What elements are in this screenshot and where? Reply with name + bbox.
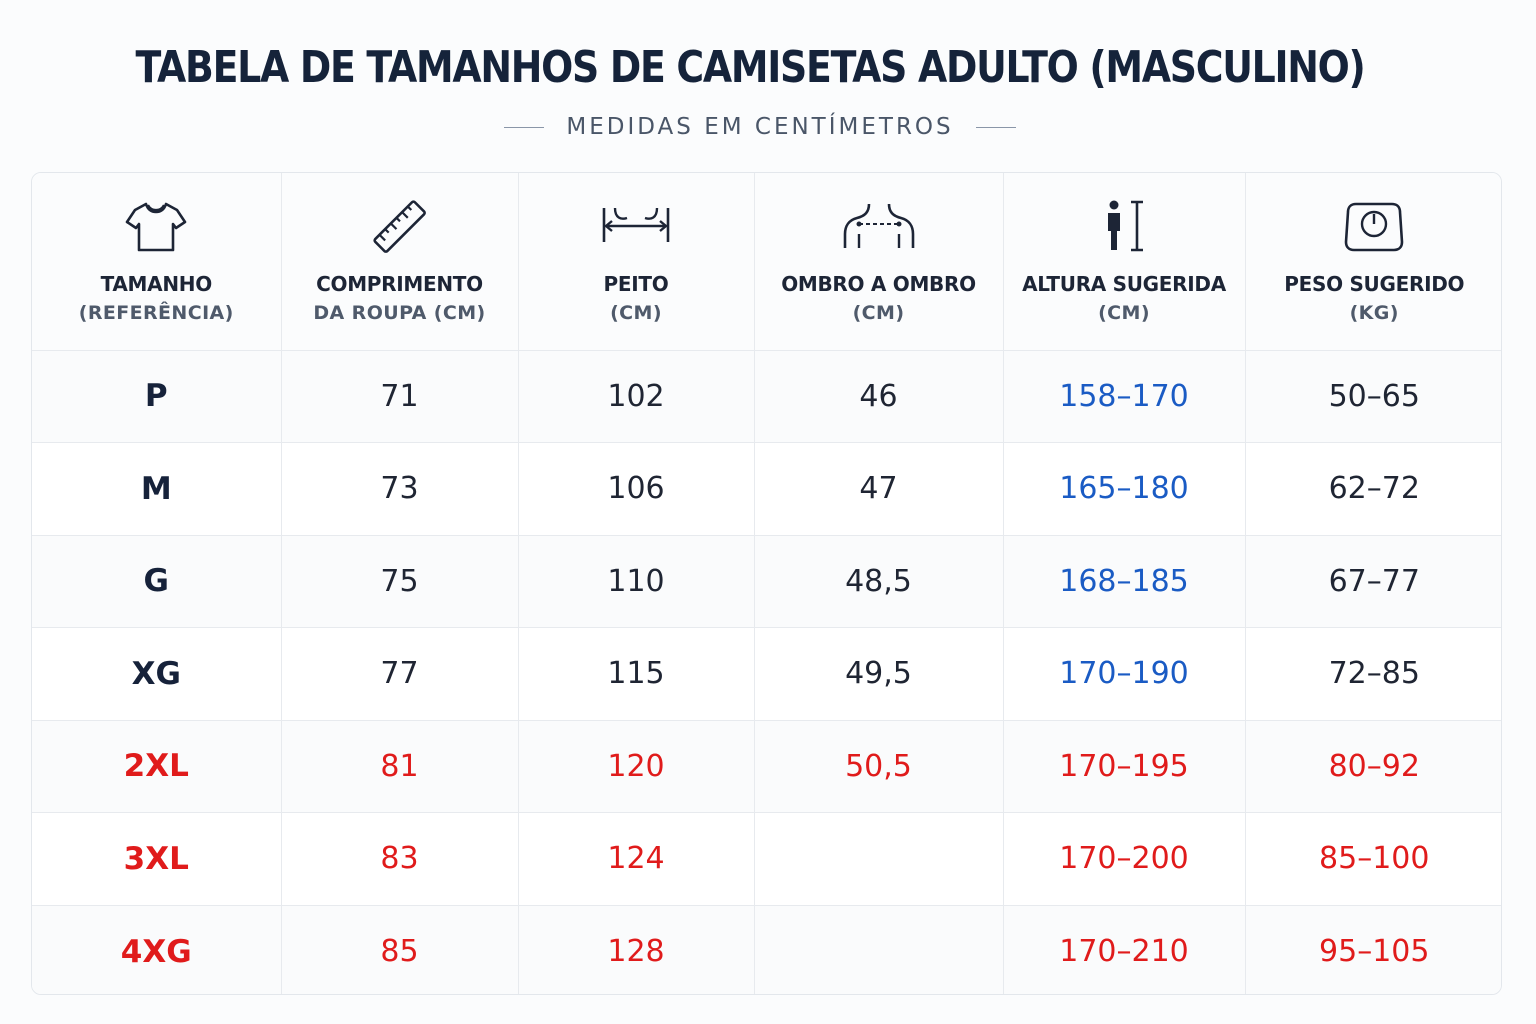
shoulder-cell: 49,5 bbox=[754, 627, 1004, 721]
size-cell: P bbox=[32, 350, 282, 443]
size-cell: XG bbox=[32, 627, 282, 721]
size-cell: 4XG bbox=[32, 905, 282, 994]
size-cell: 3XL bbox=[32, 812, 282, 906]
table-row: G 75 110 48,5 168–185 67–77 bbox=[32, 535, 1501, 628]
chest-cell: 124 bbox=[518, 812, 755, 906]
length-cell: 81 bbox=[281, 720, 519, 813]
chest-cell: 106 bbox=[518, 442, 755, 536]
column-header-label: PESO SUGERIDO bbox=[1284, 272, 1465, 297]
size-table: TAMANHO (REFERÊNCIA) bbox=[32, 173, 1501, 994]
length-cell: 77 bbox=[281, 627, 519, 721]
chest-width-icon bbox=[602, 208, 670, 243]
shoulders-icon bbox=[843, 204, 914, 249]
column-header-unit: (REFERÊNCIA) bbox=[78, 302, 234, 325]
size-cell: 2XL bbox=[32, 720, 282, 813]
shoulder-cell: 47 bbox=[754, 442, 1004, 536]
size-table-card: TAMANHO (REFERÊNCIA) bbox=[31, 172, 1502, 995]
scale-icon bbox=[1344, 202, 1404, 252]
size-cell: M bbox=[32, 442, 282, 536]
shoulder-cell: 46 bbox=[754, 350, 1004, 443]
weight-cell: 95–105 bbox=[1245, 905, 1501, 994]
column-header-shoulder: OMBRO A OMBRO (CM) bbox=[754, 173, 1004, 351]
table-row: 3XL 83 124 170–200 85–100 bbox=[32, 812, 1501, 906]
chest-cell: 120 bbox=[518, 720, 755, 813]
page-subtitle: MEDIDAS EM CENTÍMETROS bbox=[566, 114, 954, 140]
chest-cell: 102 bbox=[518, 350, 755, 443]
chest-cell: 128 bbox=[518, 905, 755, 994]
column-header-unit: (CM) bbox=[610, 302, 662, 325]
table-header-row: TAMANHO (REFERÊNCIA) bbox=[32, 173, 1501, 351]
height-cell: 158–170 bbox=[1003, 350, 1246, 443]
table-row: P 71 102 46 158–170 50–65 bbox=[32, 350, 1501, 443]
height-cell: 170–200 bbox=[1003, 812, 1246, 906]
table-row: M 73 106 47 165–180 62–72 bbox=[32, 442, 1501, 536]
weight-cell: 85–100 bbox=[1245, 812, 1501, 906]
height-cell: 165–180 bbox=[1003, 442, 1246, 536]
weight-cell: 67–77 bbox=[1245, 535, 1501, 628]
column-header-length: COMPRIMENTO DA ROUPA (CM) bbox=[281, 173, 519, 351]
weight-cell: 62–72 bbox=[1245, 442, 1501, 536]
column-header-label: COMPRIMENTO bbox=[316, 272, 483, 297]
size-cell: G bbox=[32, 535, 282, 628]
ruler-icon bbox=[372, 200, 426, 254]
subtitle-divider-right bbox=[975, 126, 1016, 128]
shoulder-cell bbox=[754, 812, 1004, 906]
column-header-label: PEITO bbox=[603, 272, 669, 297]
table-row: XG 77 115 49,5 170–190 72–85 bbox=[32, 627, 1501, 721]
chest-cell: 110 bbox=[518, 535, 755, 628]
column-header-chest: PEITO (CM) bbox=[518, 173, 755, 351]
table-row: 4XG 85 128 170–210 95–105 bbox=[32, 905, 1501, 994]
height-cell: 168–185 bbox=[1003, 535, 1246, 628]
shoulder-cell: 48,5 bbox=[754, 535, 1004, 628]
weight-cell: 80–92 bbox=[1245, 720, 1501, 813]
person-height-icon bbox=[1108, 200, 1143, 252]
length-cell: 83 bbox=[281, 812, 519, 906]
column-header-unit: (CM) bbox=[852, 302, 905, 325]
column-header-size: TAMANHO (REFERÊNCIA) bbox=[32, 173, 282, 351]
height-cell: 170–210 bbox=[1003, 905, 1246, 994]
column-header-unit: DA ROUPA (CM) bbox=[313, 302, 486, 325]
height-cell: 170–195 bbox=[1003, 720, 1246, 813]
column-header-weight: PESO SUGERIDO (KG) bbox=[1245, 173, 1501, 351]
column-header-label: ALTURA SUGERIDA bbox=[1022, 272, 1226, 297]
shoulder-cell bbox=[754, 905, 1004, 994]
column-header-label: TAMANHO bbox=[100, 272, 213, 297]
length-cell: 75 bbox=[281, 535, 519, 628]
weight-cell: 50–65 bbox=[1245, 350, 1501, 443]
t-shirt-icon bbox=[125, 202, 187, 252]
column-header-unit: (KG) bbox=[1349, 302, 1399, 325]
page-title: TABELA DE TAMANHOS DE CAMISETAS ADULTO (… bbox=[135, 42, 1365, 93]
table-row: 2XL 81 120 50,5 170–195 80–92 bbox=[32, 720, 1501, 813]
column-header-unit: (CM) bbox=[1098, 302, 1150, 325]
column-header-height: ALTURA SUGERIDA (CM) bbox=[1003, 173, 1246, 351]
chest-cell: 115 bbox=[518, 627, 755, 721]
height-cell: 170–190 bbox=[1003, 627, 1246, 721]
length-cell: 85 bbox=[281, 905, 519, 994]
weight-cell: 72–85 bbox=[1245, 627, 1501, 721]
subtitle-row: MEDIDAS EM CENTÍMETROS bbox=[0, 114, 1520, 140]
subtitle-divider-left bbox=[504, 126, 545, 128]
length-cell: 73 bbox=[281, 442, 519, 536]
length-cell: 71 bbox=[281, 350, 519, 443]
shoulder-cell: 50,5 bbox=[754, 720, 1004, 813]
column-header-label: OMBRO A OMBRO bbox=[781, 272, 976, 297]
